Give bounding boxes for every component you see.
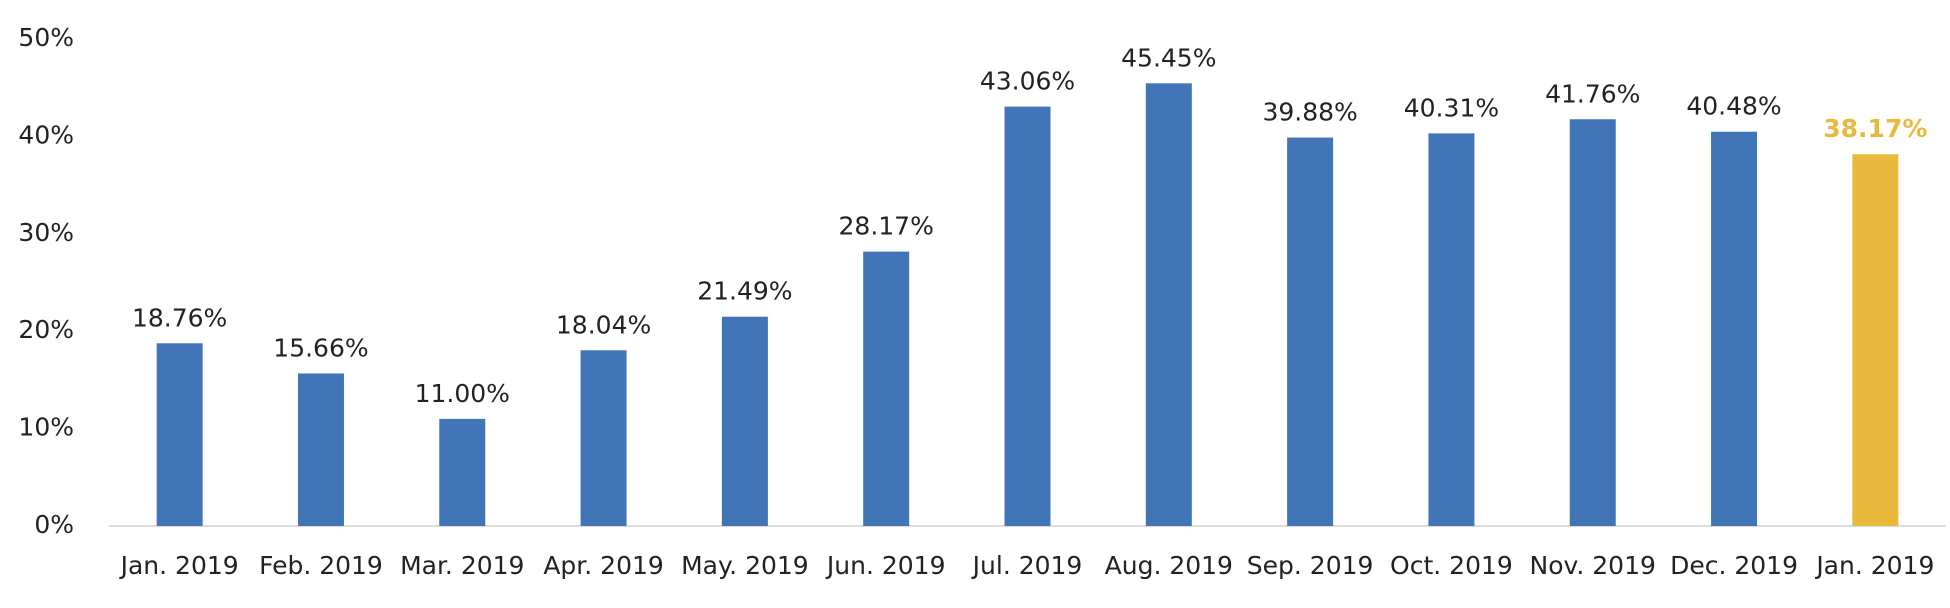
bar xyxy=(1287,137,1334,527)
x-tick-label: Nov. 2019 xyxy=(1530,551,1656,580)
bar xyxy=(1004,106,1051,527)
x-tick-label: Mar. 2019 xyxy=(400,551,524,580)
bar xyxy=(580,350,627,526)
bar xyxy=(1145,83,1192,526)
x-tick-label: Feb. 2019 xyxy=(259,551,383,580)
y-tick-label: 0% xyxy=(34,510,74,539)
y-tick-label: 30% xyxy=(18,218,74,247)
x-tick-label: Jan. 2019 xyxy=(1814,551,1934,580)
data-label: 40.48% xyxy=(1686,92,1781,121)
y-tick-label: 10% xyxy=(18,413,74,442)
bar xyxy=(721,316,768,526)
x-tick-label: Aug. 2019 xyxy=(1105,551,1233,580)
bar xyxy=(1428,133,1475,526)
x-tick-label: Apr. 2019 xyxy=(543,551,663,580)
data-label: 43.06% xyxy=(980,67,1075,96)
y-tick-label: 40% xyxy=(18,120,74,149)
data-label: 28.17% xyxy=(839,212,934,241)
bar xyxy=(1852,154,1899,527)
x-tick-label: Dec. 2019 xyxy=(1670,551,1798,580)
x-tick-label: Jul. 2019 xyxy=(971,551,1083,580)
x-tick-label: May. 2019 xyxy=(681,551,809,580)
x-tick-label: Sep. 2019 xyxy=(1247,551,1374,580)
data-label: 38.17% xyxy=(1823,114,1927,143)
data-label: 41.76% xyxy=(1545,79,1640,108)
bar xyxy=(156,343,203,526)
data-label: 11.00% xyxy=(415,379,510,408)
y-tick-label: 20% xyxy=(18,315,74,344)
data-label: 39.88% xyxy=(1262,98,1357,127)
bar xyxy=(297,373,344,526)
data-label: 18.04% xyxy=(556,310,651,339)
bar xyxy=(863,251,910,526)
y-tick-label: 50% xyxy=(18,23,74,52)
data-label: 45.45% xyxy=(1121,43,1216,72)
data-label: 21.49% xyxy=(697,277,792,306)
bar xyxy=(1711,131,1758,526)
x-tick-label: Jan. 2019 xyxy=(119,551,239,580)
bar xyxy=(1569,119,1616,526)
data-label: 40.31% xyxy=(1404,93,1499,122)
x-tick-label: Jun. 2019 xyxy=(825,551,946,580)
x-tick-label: Oct. 2019 xyxy=(1390,551,1513,580)
bar xyxy=(439,418,486,526)
data-label: 18.76% xyxy=(132,303,227,332)
data-label: 15.66% xyxy=(273,333,368,362)
